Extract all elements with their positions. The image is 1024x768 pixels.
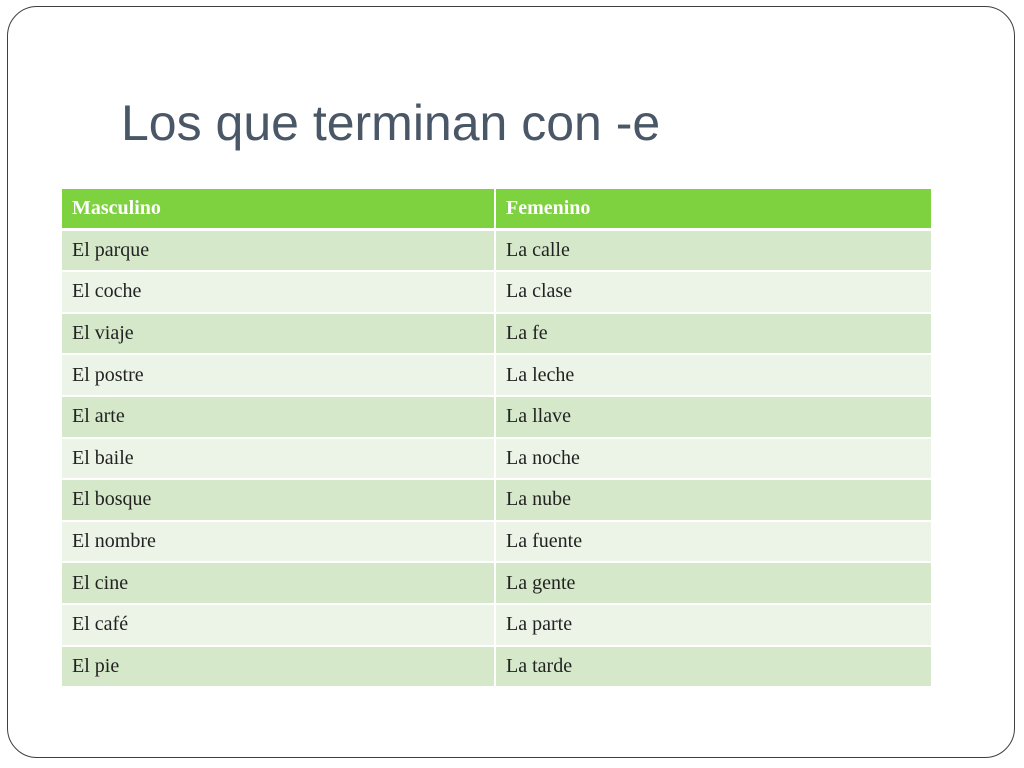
table-row: El nombre La fuente <box>60 519 933 564</box>
table-row: El pie La tarde <box>60 644 933 689</box>
feminine-noun-cell: La gente <box>494 561 933 605</box>
masculine-noun-cell: El arte <box>60 394 496 439</box>
table-row: El cine La gente <box>60 561 933 605</box>
table-row: El postre La leche <box>60 353 933 397</box>
table-row: El parque La calle <box>60 228 933 273</box>
masculine-noun-cell: El postre <box>60 353 496 397</box>
table-row: El baile La noche <box>60 436 933 481</box>
feminine-noun-cell: La leche <box>494 353 933 397</box>
masculine-noun-cell: El baile <box>60 436 496 481</box>
masculine-noun-cell: El cine <box>60 561 496 605</box>
feminine-noun-cell: La tarde <box>494 644 933 689</box>
header-femenino: Femenino <box>494 187 933 232</box>
feminine-noun-cell: La parte <box>494 602 933 647</box>
feminine-noun-cell: La calle <box>494 228 933 273</box>
table-row: El viaje La fe <box>60 311 933 356</box>
table-row: El café La parte <box>60 602 933 647</box>
table-header-row: Masculino Femenino <box>60 187 933 232</box>
table-row: El bosque La nube <box>60 478 933 522</box>
masculine-noun-cell: El café <box>60 602 496 647</box>
feminine-noun-cell: La noche <box>494 436 933 481</box>
feminine-noun-cell: La fe <box>494 311 933 356</box>
table-row: El coche La clase <box>60 270 933 314</box>
feminine-noun-cell: La fuente <box>494 519 933 564</box>
masculine-noun-cell: El viaje <box>60 311 496 356</box>
masculine-noun-cell: El coche <box>60 270 496 314</box>
noun-gender-table: Masculino Femenino El parque La calle El… <box>60 187 933 689</box>
feminine-noun-cell: La llave <box>494 394 933 439</box>
masculine-noun-cell: El parque <box>60 228 496 273</box>
slide-title: Los que terminan con -e <box>121 95 661 151</box>
feminine-noun-cell: La nube <box>494 478 933 522</box>
masculine-noun-cell: El pie <box>60 644 496 689</box>
table-row: El arte La llave <box>60 394 933 439</box>
masculine-noun-cell: El bosque <box>60 478 496 522</box>
feminine-noun-cell: La clase <box>494 270 933 314</box>
header-masculino: Masculino <box>60 187 496 232</box>
masculine-noun-cell: El nombre <box>60 519 496 564</box>
